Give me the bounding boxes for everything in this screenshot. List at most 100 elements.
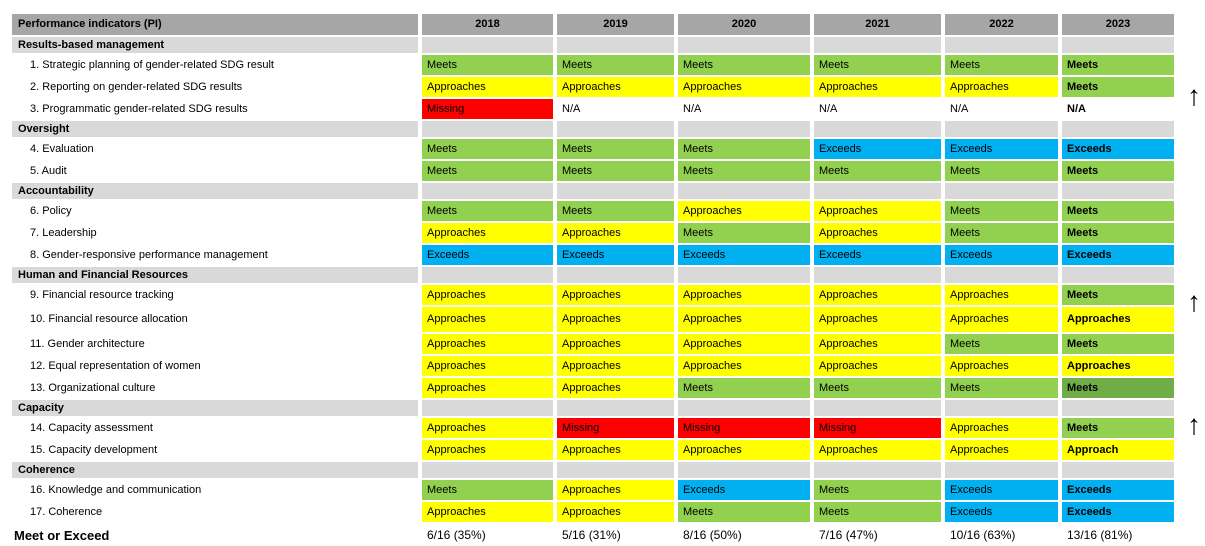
up-arrow-icon: ↑ [1187,80,1201,111]
section-row-fill [557,400,674,416]
rating-cell: Meets [422,480,553,500]
section-row-fill [1062,400,1174,416]
indicator-label: 14. Capacity assessment [12,418,418,438]
section-row-fill [422,37,553,53]
rating-cell: N/A [1062,99,1174,119]
indicator-label: 3. Programmatic gender-related SDG resul… [12,99,418,119]
rating-cell: Approaches [814,307,941,332]
footer-value: 7/16 (47%) [814,524,941,546]
footer-label: Meet or Exceed [12,524,418,546]
rating-cell: Approaches [678,285,810,305]
section-row-fill [678,121,810,137]
rating-cell: Approaches [678,334,810,354]
rating-cell: Approaches [678,356,810,376]
rating-cell: Meets [1062,285,1174,305]
rating-cell: Meets [1062,334,1174,354]
indicator-label: 4. Evaluation [12,139,418,159]
rating-cell: Meets [1062,418,1174,438]
section-row-fill [422,121,553,137]
indicator-label: 17. Coherence [12,502,418,522]
rating-cell: Approaches [557,378,674,398]
section-row-fill [1062,462,1174,478]
rating-cell: Meets [945,55,1058,75]
rating-cell: Approaches [814,201,941,221]
rating-cell: Approaches [422,418,553,438]
rating-cell: Meets [422,55,553,75]
rating-cell: Approaches [557,285,674,305]
section-row-fill [814,462,941,478]
rating-cell: Meets [678,161,810,181]
rating-cell: Approaches [945,307,1058,332]
rating-cell: Meets [1062,55,1174,75]
section-row-fill [422,400,553,416]
indicator-label: 11. Gender architecture [12,334,418,354]
indicator-label: 15. Capacity development [12,440,418,460]
rating-cell: Meets [1062,161,1174,181]
section-row-fill [814,37,941,53]
section-row-fill [678,37,810,53]
rating-cell: Meets [945,161,1058,181]
rating-cell: Meets [945,201,1058,221]
rating-cell: Approaches [422,334,553,354]
rating-cell: Meets [1062,378,1174,398]
rating-cell: Approaches [814,285,941,305]
year-header-2023: 2023 [1062,14,1174,35]
section-title: Human and Financial Resources [12,267,418,283]
rating-cell: Meets [422,139,553,159]
footer-value: 8/16 (50%) [678,524,810,546]
year-header-2020: 2020 [678,14,810,35]
rating-cell: Missing [814,418,941,438]
rating-cell: Approaches [422,307,553,332]
rating-cell: Meets [422,161,553,181]
up-arrow-icon: ↑ [1187,409,1201,440]
year-header-2021: 2021 [814,14,941,35]
section-row-fill [557,37,674,53]
rating-cell: Meets [945,334,1058,354]
rating-cell: Approaches [422,378,553,398]
section-row-fill [814,183,941,199]
performance-indicators-table: Performance indicators (PI) 2018 2019 2020 2… [12,14,1174,546]
rating-cell: Approaches [814,223,941,243]
section-row-fill [945,400,1058,416]
section-row-fill [557,121,674,137]
indicator-label: 12. Equal representation of women [12,356,418,376]
section-row-fill [945,183,1058,199]
indicator-label: 9. Financial resource tracking [12,285,418,305]
rating-cell: Approaches [678,440,810,460]
rating-cell: Exceeds [1062,480,1174,500]
section-row-fill [814,121,941,137]
rating-cell: Approaches [557,502,674,522]
rating-cell: Exceeds [945,245,1058,265]
rating-cell: Meets [814,502,941,522]
footer-value: 13/16 (81%) [1062,524,1174,546]
rating-cell: Approaches [945,440,1058,460]
section-row-fill [557,267,674,283]
rating-cell: Exceeds [1062,245,1174,265]
rating-cell: Meets [557,139,674,159]
rating-cell: Meets [678,139,810,159]
rating-cell: Meets [678,55,810,75]
rating-cell: Approaches [422,77,553,97]
section-title: Capacity [12,400,418,416]
rating-cell: Meets [1062,77,1174,97]
rating-cell: Meets [814,55,941,75]
year-header-2018: 2018 [422,14,553,35]
rating-cell: Meets [678,378,810,398]
rating-cell: Approaches [814,334,941,354]
rating-cell: Approaches [814,77,941,97]
rating-cell: Approaches [422,502,553,522]
section-title: Coherence [12,462,418,478]
indicator-label: 1. Strategic planning of gender-related … [12,55,418,75]
rating-cell: Approaches [557,440,674,460]
rating-cell: Approaches [814,440,941,460]
rating-cell: Meets [1062,223,1174,243]
rating-cell: Approaches [1062,307,1174,332]
section-title: Oversight [12,121,418,137]
section-row-fill [678,183,810,199]
section-row-fill [814,267,941,283]
rating-cell: Approaches [422,223,553,243]
indicator-label: 13. Organizational culture [12,378,418,398]
up-arrow-icon: ↑ [1187,286,1201,317]
section-row-fill [1062,183,1174,199]
section-row-fill [1062,121,1174,137]
